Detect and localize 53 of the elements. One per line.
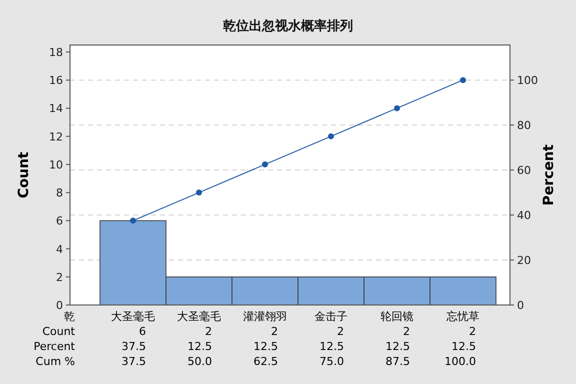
y2-tick-label: 40 [517,209,531,222]
y-tick-label: 16 [49,74,63,88]
text: Count [42,325,76,338]
y2-tick-label: 100 [517,74,538,88]
y-axis-title: Count [16,151,32,198]
y-tick-label: 14 [49,102,63,116]
data-label: 37.5 [122,355,146,368]
data-label: 2 [205,325,212,338]
x-tick-label: 大圣毫毛 [177,310,221,323]
x-axis-title: 乾 [64,310,75,323]
text: Cum % [36,355,75,368]
data-label: 2 [403,325,410,338]
y-tick-label: 4 [56,242,63,256]
y2-tick-label: 20 [517,254,531,268]
text: 37.5 [122,340,146,353]
chart-title: 乾位出忽视水概率排列 [223,18,353,34]
text: 12.5 [386,340,410,353]
data-label: 2 [337,325,344,338]
point [130,218,136,224]
y-tick-label: 12 [49,130,63,144]
y-tick-label: 6 [56,214,63,228]
data-label: 75.0 [320,355,344,368]
x-tick-label: 忘忧草 [446,310,480,323]
data-label: 62.5 [254,355,278,368]
data-label: 2 [271,325,278,338]
data-label: 100.0 [444,355,476,368]
text: 12.5 [452,340,476,353]
point [460,77,466,84]
y2-tick-label: 80 [517,119,531,132]
y-tick-label: 8 [56,186,63,200]
text: Percent [34,340,76,353]
x-tick-label: 金击子 [314,310,348,323]
text: 12.5 [254,340,278,353]
x-tick-label: 轮回镜 [380,310,414,323]
data-label: 2 [469,325,476,338]
y-tick-label: 2 [56,270,63,284]
y-tick-label: 10 [49,158,63,172]
point [394,105,400,112]
y-tick-label: 18 [49,46,63,60]
point [262,161,268,168]
y2-axis-title: Percent [541,144,557,206]
point [196,190,202,196]
data-label: 87.5 [386,355,410,368]
data-label: 6 [139,325,146,338]
y2-tick-label: 0 [517,299,524,312]
x-tick-label: 灌灌翎羽 [243,310,287,323]
data-label: 50.0 [188,355,212,368]
point [328,133,334,140]
y2-tick-label: 60 [517,164,531,178]
text: 12.5 [188,340,212,353]
x-tick-label: 大圣毫毛 [111,310,155,323]
text: 12.5 [320,340,344,353]
y-tick-label: 0 [56,299,63,312]
